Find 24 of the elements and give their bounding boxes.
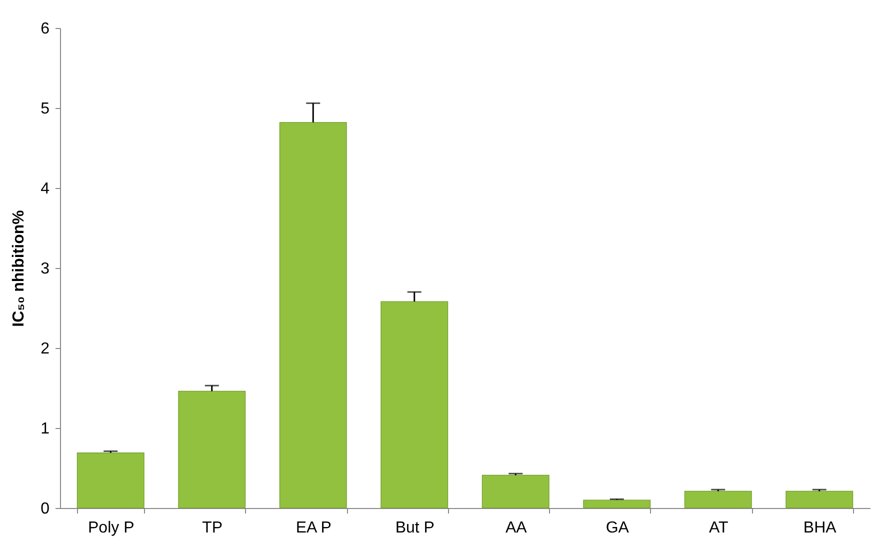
y-tick-label: 1	[40, 420, 50, 438]
bar	[380, 301, 448, 508]
y-axis-title: IC₅₀ nhibition%	[10, 210, 28, 327]
x-tick-label: Poly P	[88, 520, 134, 536]
bar	[76, 452, 144, 508]
bar	[786, 490, 854, 508]
bar	[583, 500, 651, 508]
bar	[279, 122, 347, 508]
y-tick-label: 3	[40, 260, 50, 278]
x-tick-label: EA P	[296, 520, 332, 536]
y-tick-label: 4	[40, 180, 50, 198]
y-tick-label: 5	[40, 100, 50, 118]
x-tick-label: TP	[202, 520, 223, 536]
bar	[482, 474, 550, 508]
x-tick-label: AT	[708, 520, 728, 536]
y-tick-label: 6	[40, 20, 50, 38]
y-tick-label: 2	[40, 340, 50, 358]
x-tick-label: BHA	[803, 520, 837, 536]
y-tick-label: 0	[40, 500, 50, 518]
bar	[684, 490, 752, 508]
x-tick-label: AA	[505, 520, 528, 536]
bar	[178, 390, 246, 508]
x-tick-label: GA	[606, 520, 630, 536]
x-tick-label: But P	[395, 520, 434, 536]
